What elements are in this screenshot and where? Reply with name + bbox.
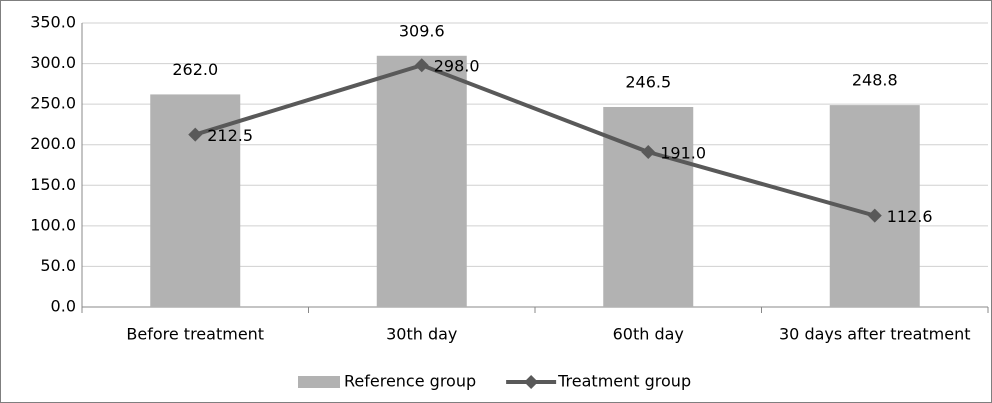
y-tick-label: 350.0	[30, 13, 76, 32]
line-marker	[867, 208, 882, 223]
legend-label: Reference group	[344, 372, 476, 391]
legend-marker	[524, 375, 539, 389]
line-value-label: 191.0	[660, 144, 706, 163]
y-tick-label: 200.0	[30, 134, 76, 153]
y-tick-label: 100.0	[30, 215, 76, 234]
y-tick-label: 150.0	[30, 175, 76, 194]
x-tick-label: Before treatment	[126, 325, 264, 344]
line-marker	[641, 145, 656, 160]
bar-value-label: 248.8	[852, 71, 898, 90]
legend-label: Treatment group	[557, 372, 691, 391]
x-tick-label: 30 days after treatment	[779, 325, 971, 344]
bar	[376, 55, 467, 308]
x-tick-label: 60th day	[613, 325, 684, 344]
bar-value-label: 262.0	[172, 60, 218, 79]
line-value-label: 112.6	[887, 207, 933, 226]
line	[194, 63, 876, 218]
bar-value-label: 246.5	[625, 72, 671, 91]
bar	[603, 106, 694, 308]
bar-value-label: 309.6	[399, 21, 445, 40]
y-tick-label: 250.0	[30, 94, 76, 113]
line-value-label: 298.0	[434, 57, 480, 76]
x-tick-label: 30th day	[386, 325, 457, 344]
y-tick-label: 0.0	[51, 297, 76, 316]
legend-swatch	[298, 376, 340, 388]
line-marker	[188, 127, 203, 142]
y-tick-label: 300.0	[30, 53, 76, 72]
line-marker	[414, 58, 429, 73]
line-value-label: 212.5	[207, 126, 253, 145]
y-tick-label: 50.0	[40, 256, 76, 275]
